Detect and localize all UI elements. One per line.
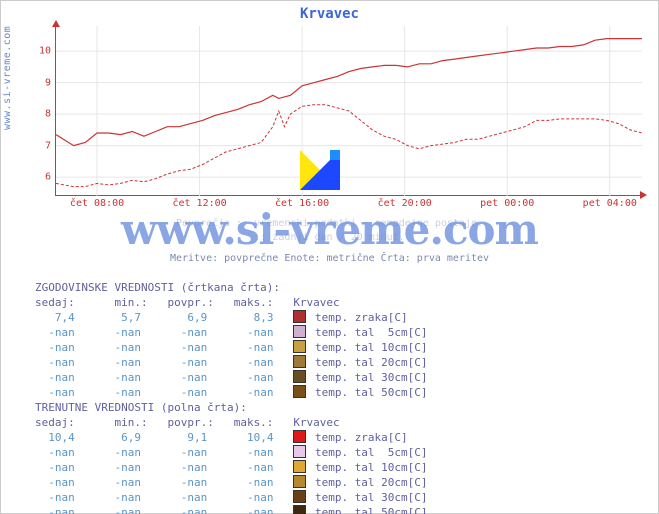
legend-swatch bbox=[293, 430, 306, 443]
table-row: -nan -nan -nan -nan temp. tal 5cm[C] bbox=[35, 445, 428, 460]
legend-swatch bbox=[293, 490, 306, 503]
y-tick-label: 10 bbox=[39, 46, 51, 57]
legend-swatch bbox=[293, 445, 306, 458]
legend-label: temp. tal 5cm[C] bbox=[315, 326, 428, 339]
table-row: -nan -nan -nan -nan temp. tal 20cm[C] bbox=[35, 355, 428, 370]
table-row: -nan -nan -nan -nan temp. tal 10cm[C] bbox=[35, 340, 428, 355]
legend-swatch bbox=[293, 370, 306, 383]
legend-label: temp. zraka[C] bbox=[315, 431, 408, 444]
legend-label: temp. tal 10cm[C] bbox=[315, 461, 428, 474]
x-tick-label: čet 12:00 bbox=[172, 198, 226, 209]
legend-label: temp. tal 30cm[C] bbox=[315, 491, 428, 504]
legend-label: temp. tal 30cm[C] bbox=[315, 371, 428, 384]
section-heading: TRENUTNE VREDNOSTI (polna črta): bbox=[35, 400, 428, 415]
y-tick-label: 9 bbox=[45, 77, 51, 88]
table-row: -nan -nan -nan -nan temp. tal 10cm[C] bbox=[35, 460, 428, 475]
legend-swatch bbox=[293, 340, 306, 353]
legend-label: temp. zraka[C] bbox=[315, 311, 408, 324]
x-tick-label: pet 00:00 bbox=[480, 198, 534, 209]
caption-line-1: Povprečja :: vremenski podatki - samodej… bbox=[0, 218, 659, 229]
x-tick-label: čet 20:00 bbox=[378, 198, 432, 209]
x-tick-label: čet 16:00 bbox=[275, 198, 329, 209]
legend-label: temp. tal 50cm[C] bbox=[315, 386, 428, 399]
table-row: -nan -nan -nan -nan temp. tal 30cm[C] bbox=[35, 370, 428, 385]
table-row: -nan -nan -nan -nan temp. tal 50cm[C] bbox=[35, 505, 428, 514]
caption-line-2: :: zadnji dan / 20 minut. bbox=[0, 232, 659, 243]
legend-swatch bbox=[293, 385, 306, 398]
site-label-vertical: www.si-vreme.com bbox=[2, 26, 13, 130]
chart-title: Krvavec bbox=[0, 6, 659, 22]
data-tables: ZGODOVINSKE VREDNOSTI (črtkana črta):sed… bbox=[35, 280, 428, 514]
legend-label: temp. tal 20cm[C] bbox=[315, 476, 428, 489]
legend-swatch bbox=[293, 475, 306, 488]
legend-label: temp. tal 5cm[C] bbox=[315, 446, 428, 459]
legend-label: temp. tal 10cm[C] bbox=[315, 341, 428, 354]
chart-plot-area: 678910čet 08:00čet 12:00čet 16:00čet 20:… bbox=[55, 26, 641, 196]
x-tick-label: čet 08:00 bbox=[70, 198, 124, 209]
caption-line-3: Meritve: povprečne Enote: metrične Črta:… bbox=[0, 253, 659, 264]
legend-swatch bbox=[293, 460, 306, 473]
table-row: 10,4 6,9 9,1 10,4 temp. zraka[C] bbox=[35, 430, 428, 445]
table-row: -nan -nan -nan -nan temp. tal 30cm[C] bbox=[35, 490, 428, 505]
table-row: -nan -nan -nan -nan temp. tal 20cm[C] bbox=[35, 475, 428, 490]
section-heading: ZGODOVINSKE VREDNOSTI (črtkana črta): bbox=[35, 280, 428, 295]
legend-label: temp. tal 50cm[C] bbox=[315, 506, 428, 514]
y-tick-label: 7 bbox=[45, 140, 51, 151]
legend-label: temp. tal 20cm[C] bbox=[315, 356, 428, 369]
table-row: -nan -nan -nan -nan temp. tal 5cm[C] bbox=[35, 325, 428, 340]
legend-swatch bbox=[293, 355, 306, 368]
table-row: 7,4 5,7 6,9 8,3 temp. zraka[C] bbox=[35, 310, 428, 325]
table-row: -nan -nan -nan -nan temp. tal 50cm[C] bbox=[35, 385, 428, 400]
y-tick-label: 6 bbox=[45, 172, 51, 183]
site-logo-icon bbox=[300, 150, 340, 190]
chart-svg bbox=[56, 26, 642, 196]
legend-swatch bbox=[293, 310, 306, 323]
column-header-row: sedaj: min.: povpr.: maks.: Krvavec bbox=[35, 295, 428, 310]
y-tick-label: 8 bbox=[45, 109, 51, 120]
legend-swatch bbox=[293, 505, 306, 514]
column-header-row: sedaj: min.: povpr.: maks.: Krvavec bbox=[35, 415, 428, 430]
legend-swatch bbox=[293, 325, 306, 338]
x-tick-label: pet 04:00 bbox=[583, 198, 637, 209]
